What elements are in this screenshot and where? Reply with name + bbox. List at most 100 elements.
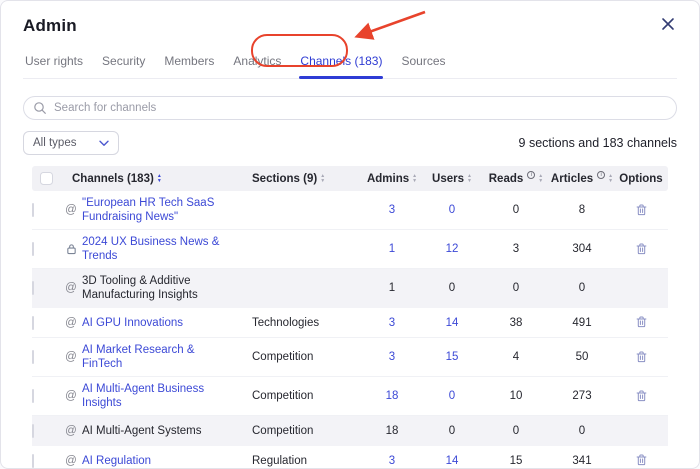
type-filter-value: All types <box>33 137 77 149</box>
row-checkbox-cell <box>32 203 60 217</box>
row-checkbox[interactable] <box>32 315 34 330</box>
at-icon: @ <box>65 390 77 402</box>
row-checkbox[interactable] <box>32 389 34 403</box>
row-checkbox-cell <box>32 423 60 438</box>
admins-count-link[interactable]: 3 <box>388 351 396 363</box>
row-checkbox[interactable] <box>32 281 34 295</box>
sort-icon[interactable]: ▲ ▼ <box>538 173 544 184</box>
delete-channel-button[interactable] <box>634 241 649 257</box>
reads-count: 0 <box>512 204 520 216</box>
channel-type-cell: @ <box>60 455 82 467</box>
sort-icon[interactable]: ▲ ▼ <box>467 173 472 184</box>
channel-name-link[interactable]: AI Multi-Agent Business Insights <box>82 383 205 409</box>
at-icon: @ <box>65 204 77 216</box>
admins-count-link[interactable]: 3 <box>388 316 396 329</box>
row-checkbox[interactable] <box>32 350 34 364</box>
tab-sources[interactable]: Sources <box>401 54 446 68</box>
row-checkbox-cell <box>32 315 60 330</box>
table-row: @ AI Market Research & FinTech Competition… <box>32 338 668 377</box>
select-all-checkbox[interactable] <box>39 172 53 185</box>
admins-count-link[interactable]: 3 <box>388 454 396 467</box>
close-button[interactable] <box>661 15 679 33</box>
channel-type-cell: @ <box>60 390 82 402</box>
section-cell: Competition <box>252 424 314 437</box>
table-header-row: Channels (183) ▲ ▼ Sections (9) ▲ ▼ Admins… <box>32 166 668 191</box>
delete-channel-button[interactable] <box>634 452 649 468</box>
channel-name-link[interactable]: AI GPU Innovations <box>82 316 183 329</box>
close-icon <box>661 17 679 31</box>
admins-count: 1 <box>388 282 396 294</box>
articles-count: 8 <box>578 204 586 216</box>
trash-icon <box>636 316 647 331</box>
delete-channel-button[interactable] <box>634 388 649 404</box>
channel-type-cell: @ <box>60 351 82 363</box>
trash-icon <box>636 389 647 405</box>
type-filter-dropdown[interactable]: All types <box>23 131 119 155</box>
channel-type-cell: @ <box>60 425 82 437</box>
channel-name-link[interactable]: 2024 UX Business News & Trends <box>82 236 220 262</box>
at-icon: @ <box>65 454 77 467</box>
articles-count: 273 <box>572 390 592 402</box>
users-count-link[interactable]: 0 <box>448 204 456 216</box>
delete-channel-button[interactable] <box>634 202 649 218</box>
column-header-admins[interactable]: Admins ▲ ▼ <box>366 172 418 185</box>
column-header-sections[interactable]: Sections (9) ▲ ▼ <box>252 172 326 185</box>
row-checkbox[interactable] <box>32 423 34 438</box>
users-count-link[interactable]: 14 <box>445 316 459 329</box>
column-header-reads[interactable]: Reads i ▲ ▼ <box>488 170 544 185</box>
channel-name-link[interactable]: AI Market Research & FinTech <box>82 344 195 370</box>
articles-count: 341 <box>572 454 592 467</box>
search-bar <box>23 96 677 120</box>
row-checkbox-cell <box>32 453 60 468</box>
chevron-down-icon <box>99 134 109 152</box>
admins-count-link[interactable]: 18 <box>385 390 399 402</box>
articles-count: 0 <box>578 282 586 294</box>
sort-icon[interactable]: ▲ ▼ <box>412 173 418 184</box>
sort-icon[interactable]: ▲ ▼ <box>156 173 162 184</box>
row-checkbox[interactable] <box>32 453 34 468</box>
admins-count-link[interactable]: 1 <box>388 243 396 255</box>
column-header-channels[interactable]: Channels (183) ▲ ▼ <box>72 172 162 185</box>
channel-name-link[interactable]: AI Regulation <box>82 454 152 467</box>
channel-name-link: 3D Tooling & Additive Manufacturing Insi… <box>82 275 198 301</box>
row-checkbox-cell <box>32 350 60 364</box>
channel-name-link[interactable]: "European HR Tech SaaS Fundraising News" <box>82 197 215 223</box>
section-cell: Competition <box>252 351 314 363</box>
at-icon: @ <box>65 316 77 329</box>
results-summary: 9 sections and 183 channels <box>518 136 677 150</box>
search-input[interactable] <box>23 96 677 120</box>
options-cell <box>614 388 668 405</box>
tab-members[interactable]: Members <box>164 54 215 68</box>
section-cell: Competition <box>252 390 314 402</box>
users-count-link[interactable]: 15 <box>445 351 459 363</box>
row-checkbox[interactable] <box>32 242 34 256</box>
articles-count: 491 <box>572 316 592 329</box>
table-row: @ "European HR Tech SaaS Fundraising News… <box>32 191 668 230</box>
users-count-link[interactable]: 0 <box>448 390 456 402</box>
admins-count-link[interactable]: 3 <box>388 204 396 216</box>
sort-icon[interactable]: ▲ ▼ <box>320 173 326 184</box>
channel-type-cell: @ <box>60 317 82 329</box>
channel-type-cell: @ <box>60 204 82 216</box>
at-icon: @ <box>65 424 77 437</box>
users-count-link[interactable]: 12 <box>445 243 459 255</box>
users-count-link[interactable]: 14 <box>445 454 459 467</box>
column-header-users[interactable]: Users ▲ ▼ <box>432 172 472 185</box>
tab-security[interactable]: Security <box>102 54 146 68</box>
sort-icon[interactable]: ▲ ▼ <box>608 173 614 184</box>
options-cell <box>614 314 668 331</box>
delete-channel-button[interactable] <box>634 349 649 365</box>
delete-channel-button[interactable] <box>634 314 649 330</box>
tab-channels-183[interactable]: Channels (183) <box>298 47 384 79</box>
articles-count: 0 <box>578 424 586 437</box>
info-icon: i <box>527 170 536 179</box>
column-header-articles[interactable]: Articles i ▲ ▼ <box>550 170 614 185</box>
reads-count: 0 <box>512 424 520 437</box>
tab-user-rights[interactable]: User rights <box>25 54 84 68</box>
tab-analytics[interactable]: Analytics <box>233 54 282 68</box>
channel-type-cell: @ <box>60 282 82 294</box>
options-cell <box>614 241 668 258</box>
articles-count: 304 <box>572 243 592 255</box>
row-checkbox[interactable] <box>32 203 34 217</box>
